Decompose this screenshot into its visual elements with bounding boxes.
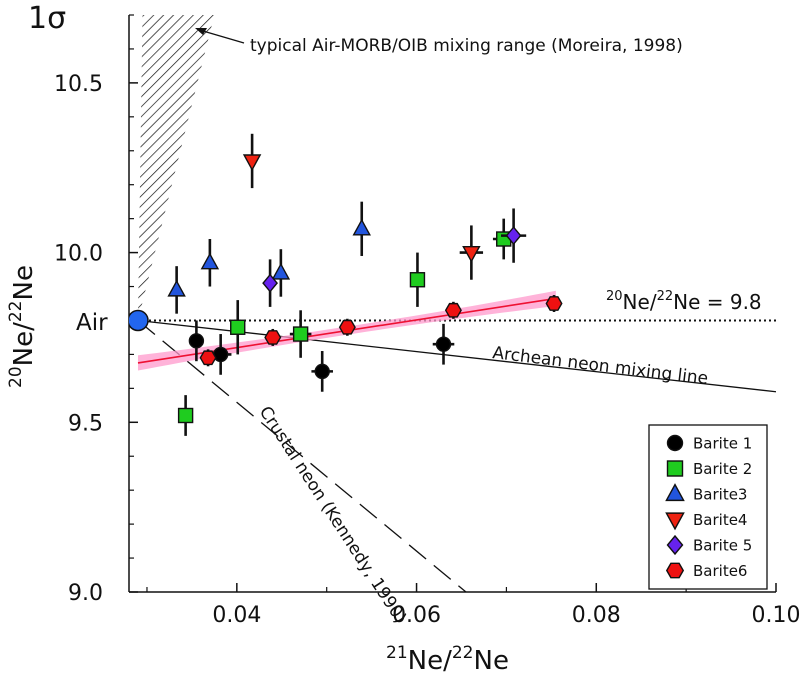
legend-marker: [666, 534, 684, 556]
legend-label: Barite 5: [693, 537, 752, 555]
archean-line-label: Archean neon mixing line: [491, 343, 709, 389]
data-point-barite6: [264, 330, 282, 345]
legend-box: [648, 424, 768, 590]
data-point-barite-2: [177, 407, 194, 424]
data-point-barite4: [242, 154, 262, 172]
data-point-barite-2: [292, 326, 309, 342]
ne-ratio-label: 20Ne/22Ne = 9.8: [606, 289, 762, 314]
air-label: Air: [76, 310, 108, 336]
legend-marker: [665, 512, 685, 531]
x-axis-title: 21Ne/22Ne: [386, 643, 509, 676]
legend-label: Barite 1: [693, 435, 752, 453]
legend-label: Barite 2: [693, 460, 752, 478]
y-tick-label: 10.0: [54, 242, 103, 267]
mixing-range-label: typical Air-MORB/OIB mixing range (Morei…: [250, 36, 683, 56]
data-point-barite3: [200, 252, 220, 270]
plot-area: [129, 15, 776, 592]
data-point-barite-1: [212, 346, 229, 363]
data-point-barite3: [352, 218, 371, 236]
data-point-barite4: [462, 245, 481, 263]
mixing-range-arrow: [202, 30, 245, 44]
legend-label: Barite6: [693, 562, 747, 580]
x-tick-label: 0.04: [212, 603, 261, 628]
legend-marker: [665, 562, 685, 579]
data-point-barite6: [444, 302, 462, 318]
data-point-barite-1: [188, 333, 205, 349]
mixing-range-hatch: [137, 15, 215, 321]
data-point-barite-5: [505, 226, 522, 246]
legend-marker: [665, 483, 685, 502]
crustal-neon-line: [137, 319, 467, 592]
x-tick-label: 0.06: [392, 603, 441, 628]
legend-items: Barite 1 Barite 2 Barite3 Barite4 Barite 5 Ba…: [665, 434, 752, 580]
data-point-barite-1: [435, 336, 452, 352]
tick-labels: 0.04 0.06 0.08 0.10 9.0 9.5 10.0 10.5: [54, 72, 800, 628]
y-axis-title: 20Ne/22Ne: [6, 265, 39, 388]
data-point-barite-2: [409, 272, 426, 288]
data-point-barite6: [199, 350, 217, 366]
data-point-barite-1: [314, 363, 330, 380]
legend-marker: [666, 460, 684, 477]
legend-label: Barite4: [693, 511, 747, 529]
x-tick-label: 0.10: [752, 603, 800, 628]
data-point-barite3: [271, 262, 291, 280]
legend-label: Barite3: [693, 486, 747, 504]
arrowhead-icon: [195, 28, 207, 35]
legend-marker: [666, 434, 684, 452]
data-point-barite3: [167, 279, 186, 297]
sigma-label: 1σ: [28, 1, 66, 36]
legend: Barite 1 Barite 2 Barite3 Barite4 Barite 5 Ba…: [648, 424, 768, 590]
y-tick-label: 10.5: [54, 72, 103, 97]
data-point-barite6: [545, 296, 563, 311]
crustal-line-label: Crustal neon (Kennedy, 1990): [255, 403, 410, 627]
x-tick-label: 0.08: [572, 603, 621, 628]
air-point: [129, 309, 149, 332]
axis-ticks: [129, 14, 777, 593]
data-point-barite-2: [230, 319, 246, 335]
data-point-barite6: [338, 319, 356, 335]
y-tick-label: 9.0: [68, 581, 103, 606]
data-point-barite-5: [262, 273, 278, 293]
data-points: [167, 133, 563, 436]
y-tick-label: 9.5: [68, 411, 103, 436]
